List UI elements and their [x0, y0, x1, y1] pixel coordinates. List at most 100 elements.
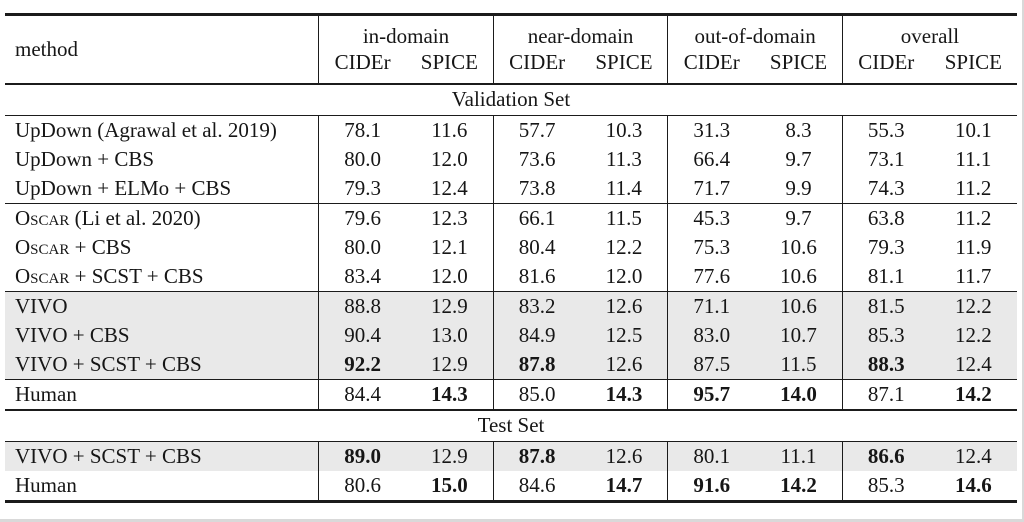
- value-cell: 84.6: [492, 470, 581, 501]
- value-cell: 14.2: [780, 472, 817, 497]
- value-cell: 10.3: [605, 117, 643, 142]
- table-row: Oscar (Li et al. 2020) 79.6 12.3 66.1 11.5 45…: [5, 202, 1017, 233]
- group-header-in-domain: in-domain: [318, 14, 494, 50]
- value-cell: 11.3: [605, 146, 642, 171]
- value-cell: 12.1: [431, 234, 468, 259]
- metric-header-spice: SPICE: [929, 49, 1017, 85]
- metric-header-cider: CIDEr: [841, 49, 930, 85]
- value-cell: 95.7: [667, 378, 756, 410]
- value-cell: 14.6: [954, 472, 992, 497]
- table-body: Validation Set UpDown (Agrawal et al. 201…: [5, 83, 1017, 501]
- value-cell: 10.6: [780, 234, 817, 259]
- value-cell: 81.5: [841, 290, 930, 321]
- value-cell: 55.3: [841, 115, 930, 145]
- method-cell: UpDown + CBS: [5, 145, 319, 174]
- value-cell: 12.0: [431, 263, 468, 288]
- value-cell: 11.6: [431, 117, 468, 142]
- value-cell: 13.0: [406, 320, 494, 350]
- value-cell: 12.4: [431, 175, 468, 200]
- value-cell: 66.1: [492, 202, 581, 233]
- method-cell: Oscar + SCST + CBS: [5, 262, 319, 292]
- value-cell: 84.4: [318, 378, 406, 410]
- value-cell: 74.3: [841, 173, 930, 203]
- value-cell: 87.8: [492, 441, 581, 471]
- group-header-out-of-domain: out-of-domain: [667, 14, 843, 50]
- method-label: UpDown (Agrawal et al. 2019): [15, 117, 277, 142]
- value-cell: 10.1: [954, 117, 992, 142]
- value-cell: 84.9: [492, 320, 581, 350]
- value-cell: 9.7: [785, 146, 812, 171]
- method-label: VIVO + CBS: [15, 322, 130, 347]
- value-cell: 14.3: [580, 378, 668, 410]
- value-cell: 73.1: [841, 144, 930, 174]
- value-cell: 86.6: [841, 441, 930, 471]
- table-header: method in-domain near-domain out-of-doma…: [5, 14, 1017, 85]
- value-cell: 79.3: [841, 232, 930, 262]
- value-cell: 91.6: [667, 470, 756, 501]
- method-label: VIVO + SCST + CBS: [15, 443, 202, 468]
- value-cell: 12.6: [580, 349, 668, 379]
- value-cell: 11.2: [955, 175, 992, 200]
- metric-header-cider: CIDEr: [318, 49, 406, 85]
- method-cell: Human: [5, 378, 319, 410]
- value-cell: 89.0: [318, 441, 406, 471]
- metric-header-cider: CIDEr: [667, 49, 756, 85]
- value-cell: 12.2: [929, 290, 1017, 321]
- method-label: Oscar: [15, 234, 70, 259]
- table-row: UpDown + ELMo + CBS 79.3 12.4 73.8 11.4 71.7 9…: [5, 173, 1017, 204]
- value-cell: 14.0: [755, 378, 843, 410]
- value-cell: 11.1: [755, 441, 843, 471]
- value-cell: 63.8: [841, 202, 930, 233]
- value-cell: 77.6: [667, 261, 756, 291]
- value-cell: 9.9: [785, 175, 812, 200]
- value-cell: 12.3: [406, 202, 494, 233]
- method-label: VIVO: [15, 293, 68, 318]
- value-cell: 83.2: [492, 290, 581, 321]
- value-cell: 12.5: [580, 320, 668, 350]
- value-cell: 12.9: [406, 290, 494, 321]
- value-cell: 87.8: [492, 349, 581, 379]
- value-cell: 8.3: [785, 117, 812, 142]
- metric-header-spice: SPICE: [755, 49, 843, 85]
- method-cell: Oscar + CBS: [5, 233, 319, 262]
- value-cell: 10.6: [755, 290, 843, 321]
- value-cell: 12.6: [580, 441, 668, 471]
- value-cell: 83.4: [318, 261, 406, 291]
- value-cell: 80.1: [667, 441, 756, 471]
- value-cell: 10.7: [755, 320, 843, 350]
- results-table: method in-domain near-domain out-of-doma…: [5, 13, 1017, 503]
- method-label: Oscar: [15, 263, 70, 288]
- method-label: Oscar: [15, 205, 70, 230]
- section-title-row: Test Set: [5, 408, 1017, 442]
- method-label: Human: [15, 381, 77, 406]
- value-cell: 83.0: [667, 320, 756, 350]
- value-cell: 10.6: [780, 263, 817, 288]
- method-cell: Oscar (Li et al. 2020): [5, 202, 319, 233]
- value-cell: 75.3: [667, 232, 756, 262]
- table-row: UpDown + CBS 80.0 12.0 73.6 11.3 66.4 9.7 73.1 1…: [5, 144, 1017, 174]
- method-label: (Li et al. 2020): [69, 205, 201, 230]
- value-cell: 12.9: [406, 441, 494, 471]
- value-cell: 78.1: [318, 115, 406, 145]
- value-cell: 12.9: [406, 349, 494, 379]
- group-header-overall: overall: [841, 14, 1017, 50]
- value-cell: 80.6: [318, 470, 406, 501]
- table-row: VIVO + SCST + CBS 89.0 12.9 87.8 12.6 80.1 11.…: [5, 441, 1017, 471]
- method-cell: VIVO + SCST + CBS: [5, 349, 319, 379]
- value-cell: 79.6: [318, 202, 406, 233]
- value-cell: 85.0: [492, 378, 581, 410]
- value-cell: 87.1: [841, 378, 930, 410]
- value-cell: 71.7: [667, 173, 756, 203]
- value-cell: 12.2: [929, 320, 1017, 350]
- table-row: VIVO + CBS 90.4 13.0 84.9 12.5 83.0 10.7 85.3 12…: [5, 320, 1017, 350]
- value-cell: 12.4: [929, 441, 1017, 471]
- value-cell: 45.3: [667, 202, 756, 233]
- method-cell: UpDown + ELMo + CBS: [5, 174, 319, 204]
- section-title: Validation Set: [5, 83, 1017, 116]
- method-label: VIVO + SCST + CBS: [15, 351, 202, 376]
- value-cell: 12.4: [929, 349, 1017, 379]
- value-cell: 79.3: [318, 173, 406, 203]
- method-label: + CBS: [69, 234, 132, 259]
- table-row: Oscar + SCST + CBS 83.4 12.0 81.6 12.0 77.6 10…: [5, 261, 1017, 292]
